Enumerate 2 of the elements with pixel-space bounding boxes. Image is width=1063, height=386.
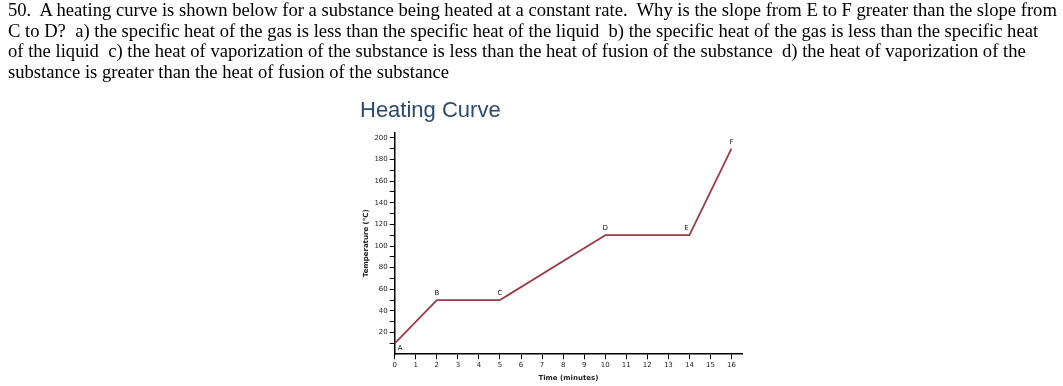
text: 50. A heating curve is shown below for a substance being heated at a constant rate. Why is the slope from E to F greater than the slope from C to D? a) the specific heat of the gas is less than the specific heat of the liquid b) the specific heat of the gas is less than the specific heat of the liquid c) the heat of vaporization of the substance is less than the heat of fusion of the substance d) the heat of vaporization of the substance is greater than the heat of fusion of the substance	[8, 0, 1058, 82]
chart-title: Heating Curve	[360, 97, 501, 123]
